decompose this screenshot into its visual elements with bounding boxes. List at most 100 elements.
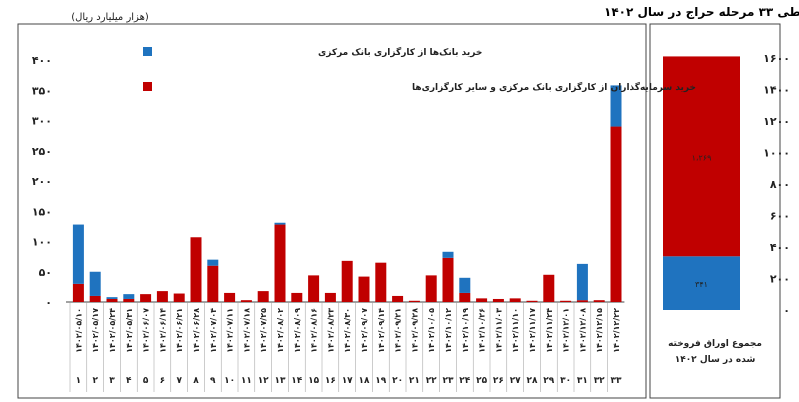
x-tick-index: ۳۰	[560, 376, 571, 386]
total-y-tick-label: ۱۲۰۰	[763, 115, 790, 128]
x-tick-index: ۲۶	[493, 376, 504, 386]
x-tick-date: ۱۴۰۲/۱۲/۱۵	[595, 308, 604, 353]
x-tick-index: ۱۷	[342, 376, 353, 386]
y-tick-label: ۱۵۰	[32, 205, 52, 218]
bar-investors	[173, 293, 185, 302]
bar-investors	[509, 298, 521, 302]
total-chart-frame	[649, 23, 781, 399]
bar-investors	[274, 224, 286, 302]
legend-swatch-investors	[143, 82, 152, 91]
total-y-tick-label: ۶۰۰	[770, 210, 790, 223]
x-tick-date: ۱۴۰۲/۱۱/۰۳	[494, 308, 503, 353]
x-tick-date: ۱۴۰۲/۰۹/۲۱	[394, 308, 403, 353]
y-tick-label: ۰	[45, 296, 52, 309]
x-tick-date: ۱۴۰۲/۰۹/۲۸	[410, 308, 419, 353]
bar-banks	[442, 251, 454, 258]
x-tick-date: ۱۴۰۲/۰۵/۳۱	[125, 308, 134, 353]
x-tick-date: ۱۴۰۲/۰۷/۲۵	[259, 308, 268, 353]
x-tick-index: ۳۳	[611, 376, 622, 386]
x-tick-date: ۱۴۰۲/۰۶/۲۱	[175, 308, 184, 353]
y-tick-label: ۳۰۰	[32, 115, 52, 128]
total-caption-line-2: شده در سال ۱۴۰۲	[675, 355, 756, 365]
x-tick-index: ۹	[210, 376, 216, 386]
bar-investors	[442, 257, 454, 302]
unit-label: (هزار میلیارد ریال)	[71, 12, 149, 23]
x-tick-index: ۱۱	[241, 376, 252, 386]
chart-title: نمودار (۱): فروش اوراق مالی اسلامی دولتی…	[604, 5, 799, 20]
x-tick-date: ۱۴۰۲/۰۸/۲۳	[326, 308, 335, 353]
bar-investors	[358, 276, 370, 302]
y-tick-label: ۱۰۰	[32, 236, 52, 249]
y-tick-label: ۳۵۰	[32, 84, 52, 97]
y-tick-label: ۲۵۰	[32, 145, 52, 158]
x-tick-date: ۱۴۰۲/۰۶/۰۷	[142, 308, 151, 353]
x-tick-date: ۱۴۰۲/۰۹/۱۴	[377, 308, 386, 353]
bar-investors	[593, 300, 605, 302]
x-tick-index: ۱۵	[308, 376, 319, 386]
bar-banks	[459, 277, 471, 293]
x-tick-date: ۱۴۰۲/۰۸/۱۶	[310, 308, 319, 353]
x-tick-index: ۳۲	[594, 376, 605, 386]
bar-banks	[72, 224, 84, 284]
x-tick-date: ۱۴۰۲/۰۷/۰۴	[209, 308, 218, 353]
bar-banks	[106, 297, 118, 299]
total-y-tick-label: ۱۰۰۰	[763, 147, 790, 160]
total-y-tick-label: ۱۴۰۰	[763, 84, 790, 97]
bar-investors	[459, 292, 471, 302]
bar-investors	[257, 291, 269, 302]
bar-banks	[89, 271, 101, 296]
x-tick-index: ۷	[176, 376, 182, 386]
x-tick-date: ۱۴۰۲/۰۸/۰۲	[276, 308, 285, 353]
bar-investors	[560, 300, 572, 302]
total-bar-segment	[663, 256, 740, 310]
bar-investors	[106, 298, 118, 302]
total-segment-label: ۱،۲۶۹	[692, 153, 712, 162]
bar-investors	[576, 300, 588, 302]
x-tick-date: ۱۴۰۲/۱۱/۱۰	[511, 308, 520, 353]
bar-investors	[240, 300, 252, 302]
total-segment-label: ۳۴۱	[695, 280, 708, 289]
x-tick-date: ۱۴۰۲/۰۷/۱۱	[226, 308, 235, 353]
x-tick-index: ۱۴	[291, 376, 302, 386]
x-tick-date: ۱۴۰۲/۰۵/۱۰	[74, 308, 83, 353]
x-tick-index: ۳	[109, 376, 115, 386]
bar-investors	[156, 291, 168, 302]
x-tick-index: ۲۰	[392, 376, 403, 386]
bar-investors	[89, 295, 101, 302]
x-tick-date: ۱۴۰۲/۱۲/۲۲	[612, 308, 621, 353]
x-tick-date: ۱۴۰۲/۰۶/۱۴	[158, 308, 167, 353]
bar-investors	[324, 292, 336, 302]
total-y-tick-label: ۸۰۰	[770, 178, 790, 191]
x-tick-index: ۱۳	[275, 376, 286, 386]
x-tick-index: ۲۹	[543, 376, 554, 386]
x-tick-date: ۱۴۰۲/۱۲/۰۸	[578, 308, 587, 353]
total-y-tick-label: ۲۰۰	[770, 273, 790, 286]
bar-investors	[375, 262, 387, 302]
x-tick-date: ۱۴۰۲/۱۰/۱۹	[461, 308, 470, 353]
bar-banks	[576, 263, 588, 301]
bar-investors	[72, 283, 84, 302]
x-tick-date: ۱۴۰۲/۱۲/۰۱	[562, 308, 571, 353]
x-tick-index: ۱۶	[325, 376, 336, 386]
bar-banks	[207, 259, 219, 266]
x-tick-date: ۱۴۰۲/۰۷/۱۸	[242, 308, 251, 353]
bar-investors	[543, 274, 555, 302]
bar-investors	[291, 292, 303, 302]
x-tick-index: ۱۸	[359, 376, 370, 386]
bar-investors	[308, 275, 320, 302]
bar-investors	[123, 298, 135, 302]
x-tick-date: ۱۴۰۲/۱۰/۰۵	[427, 308, 436, 353]
x-tick-date: ۱۴۰۲/۰۹/۰۷	[360, 308, 369, 353]
x-tick-index: ۲۱	[409, 376, 420, 386]
bar-investors	[425, 275, 437, 302]
x-tick-date: ۱۴۰۲/۰۸/۰۹	[293, 308, 302, 353]
x-tick-date: ۱۴۰۲/۱۰/۱۲	[444, 308, 453, 353]
total-plot: ۰ ۲۰۰ ۴۰۰ ۶۰۰ ۸۰۰ ۱۰۰۰ ۱۲۰۰ ۱۴۰۰ ۱۶۰۰ ۳۴۱ ۱،۲۶۹	[663, 52, 790, 317]
x-tick-date: ۱۴۰۲/۰۵/۲۴	[108, 308, 117, 353]
x-tick-date: ۱۴۰۲/۱۰/۲۶	[478, 308, 487, 353]
bar-investors	[492, 298, 504, 302]
y-tick-label: ۴۰۰	[32, 54, 52, 67]
x-tick-index: ۱۹	[375, 376, 386, 386]
x-tick-index: ۲	[92, 376, 98, 386]
bar-investors	[476, 298, 488, 302]
